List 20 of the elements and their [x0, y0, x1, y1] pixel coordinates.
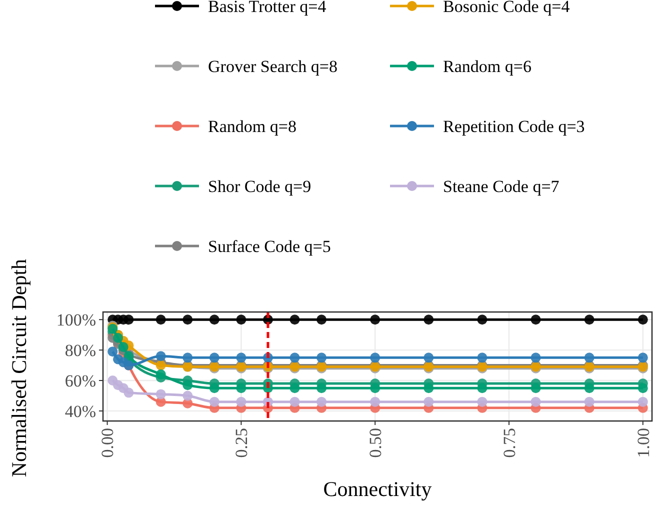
legend-label: Grover Search q=8 — [208, 57, 338, 76]
legend-label: Shor Code q=9 — [208, 177, 312, 196]
y-tick-label: 60% — [64, 371, 96, 390]
legend-label: Bosonic Code q=4 — [443, 0, 570, 16]
x-tick-label: 0.50 — [366, 428, 386, 458]
x-axis-title: Connectivity — [323, 477, 432, 501]
x-tick-label: 1.00 — [634, 428, 653, 458]
legend-label: Repetition Code q=3 — [443, 117, 585, 136]
y-tick-label: 100% — [56, 310, 96, 330]
legend-label: Basis Trotter q=4 — [208, 0, 327, 16]
y-tick-label: 40% — [64, 402, 96, 421]
legend-label: Random q=6 — [443, 57, 532, 76]
legend-label: Random q=8 — [208, 117, 296, 136]
legend-label: Surface Code q=5 — [208, 237, 331, 256]
y-axis-title: Normalised Circuit Depth — [7, 258, 31, 478]
x-tick-label: 0.00 — [98, 428, 118, 458]
x-tick-label: 0.25 — [232, 428, 252, 458]
x-tick-label: 0.75 — [500, 428, 519, 458]
legend-label: Steane Code q=7 — [443, 177, 560, 196]
y-tick-label: 80% — [64, 341, 96, 360]
